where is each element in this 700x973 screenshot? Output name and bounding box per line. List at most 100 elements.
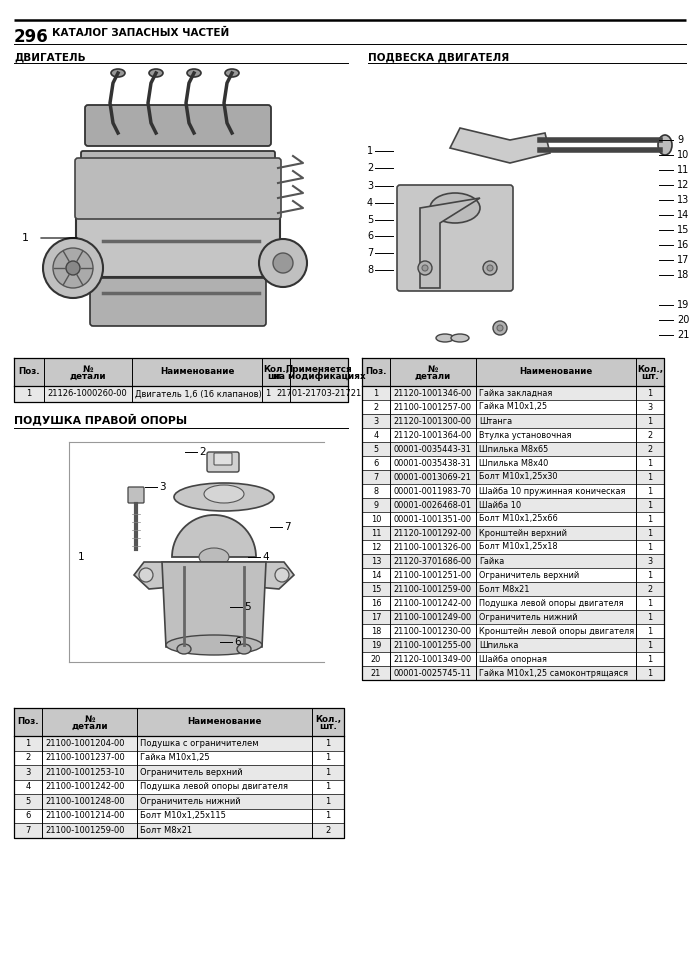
Bar [14, 823, 344, 838]
Text: 1: 1 [326, 811, 330, 820]
Text: 21120-1001349-00: 21120-1001349-00 [393, 655, 471, 664]
Text: 21100-1001214-00: 21100-1001214-00 [45, 811, 125, 820]
Text: 12: 12 [371, 543, 382, 552]
Text: шт.: шт. [641, 372, 659, 380]
Bar [362, 498, 664, 512]
Text: 21: 21 [371, 668, 382, 677]
Text: 1: 1 [648, 388, 652, 398]
Text: Шпилька М8х40: Шпилька М8х40 [479, 458, 548, 467]
Text: Кол.,: Кол., [637, 365, 663, 374]
Text: 00001-0025745-11: 00001-0025745-11 [393, 668, 471, 677]
Text: 2: 2 [199, 447, 206, 457]
Text: 1: 1 [22, 233, 29, 243]
Circle shape [53, 248, 93, 288]
Text: 6: 6 [234, 637, 241, 647]
Text: 5: 5 [244, 602, 251, 612]
Text: 1: 1 [326, 753, 330, 762]
Text: Болт М10х1,25х115: Болт М10х1,25х115 [140, 811, 226, 820]
Text: Двигатель 1,6 (16 клапанов): Двигатель 1,6 (16 клапанов) [135, 389, 262, 399]
Text: 21100-1001237-00: 21100-1001237-00 [45, 753, 125, 762]
Text: 21120-1001346-00: 21120-1001346-00 [393, 388, 471, 398]
Text: 21100-1001251-00: 21100-1001251-00 [393, 570, 471, 580]
Ellipse shape [177, 644, 191, 654]
Text: 7: 7 [373, 473, 379, 482]
Text: Штанга: Штанга [479, 416, 512, 425]
Ellipse shape [658, 135, 672, 155]
Ellipse shape [166, 635, 262, 655]
FancyBboxPatch shape [81, 151, 275, 185]
Text: Применяется: Применяется [286, 365, 352, 374]
Text: 21120-1001364-00: 21120-1001364-00 [393, 430, 471, 440]
Text: ПОДВЕСКА ДВИГАТЕЛЯ: ПОДВЕСКА ДВИГАТЕЛЯ [368, 52, 510, 62]
Text: на модификациях: на модификациях [273, 372, 365, 380]
FancyBboxPatch shape [85, 105, 271, 146]
Text: 2: 2 [367, 163, 373, 173]
Text: 11: 11 [371, 528, 382, 537]
Text: 00001-0035438-31: 00001-0035438-31 [393, 458, 471, 467]
Text: 16: 16 [677, 240, 690, 250]
Polygon shape [134, 562, 294, 597]
Text: 19: 19 [677, 300, 690, 310]
Text: 00001-0035443-31: 00001-0035443-31 [393, 445, 471, 453]
Ellipse shape [225, 69, 239, 77]
Text: 2: 2 [326, 826, 330, 835]
Text: 13: 13 [677, 195, 690, 205]
Ellipse shape [430, 193, 480, 223]
Ellipse shape [436, 334, 454, 342]
Text: 9: 9 [373, 500, 379, 510]
Circle shape [43, 238, 103, 298]
Text: 18: 18 [371, 627, 382, 635]
Text: Поз.: Поз. [18, 368, 40, 377]
Text: 1: 1 [27, 389, 31, 399]
Text: Гайка: Гайка [479, 557, 504, 565]
Text: 10: 10 [371, 515, 382, 523]
Text: Кол.,: Кол., [263, 365, 289, 374]
Text: 8: 8 [367, 265, 373, 275]
Text: 21120-1001300-00: 21120-1001300-00 [393, 416, 471, 425]
Ellipse shape [187, 69, 201, 77]
Polygon shape [450, 128, 550, 163]
Bar [14, 794, 344, 809]
FancyBboxPatch shape [207, 452, 239, 472]
Text: 1: 1 [78, 552, 85, 562]
Polygon shape [162, 562, 266, 647]
Text: 5: 5 [373, 445, 379, 453]
Text: 1: 1 [648, 668, 652, 677]
Text: 19: 19 [371, 640, 382, 650]
Text: 1: 1 [648, 473, 652, 482]
Text: 18: 18 [677, 270, 690, 280]
Text: 21100-1001248-00: 21100-1001248-00 [45, 797, 125, 806]
Text: Ограничитель нижний: Ограничитель нижний [479, 612, 578, 622]
Text: 2: 2 [25, 753, 31, 762]
Bar [362, 596, 664, 610]
Text: 9: 9 [677, 135, 683, 145]
Text: 21120-1001292-00: 21120-1001292-00 [393, 528, 471, 537]
Text: 4: 4 [373, 430, 379, 440]
Text: №: № [83, 365, 93, 374]
Text: Шпилька М8х65: Шпилька М8х65 [479, 445, 548, 453]
Bar [362, 484, 664, 498]
Bar [362, 610, 664, 624]
Text: 17: 17 [677, 255, 690, 265]
Text: 21100-1001326-00: 21100-1001326-00 [393, 543, 471, 552]
Text: 21126-1000260-00: 21126-1000260-00 [47, 389, 127, 399]
Text: Шайба опорная: Шайба опорная [479, 655, 547, 664]
Text: 1: 1 [648, 627, 652, 635]
Text: Гайка М10х1,25 самоконтрящаяся: Гайка М10х1,25 самоконтрящаяся [479, 668, 628, 677]
Text: Наименование: Наименование [519, 368, 593, 377]
Text: 4: 4 [367, 198, 373, 208]
Text: 17: 17 [371, 612, 382, 622]
Text: Болт М10х1,25х30: Болт М10х1,25х30 [479, 473, 557, 482]
Text: Подушка левой опоры двигателя: Подушка левой опоры двигателя [479, 598, 624, 607]
Text: 6: 6 [25, 811, 31, 820]
Text: 14: 14 [371, 570, 382, 580]
Circle shape [118, 153, 128, 163]
Text: 1: 1 [367, 146, 373, 156]
Text: Ограничитель верхний: Ограничитель верхний [479, 570, 580, 580]
Text: Поз.: Поз. [18, 717, 38, 727]
Text: 1: 1 [265, 389, 270, 399]
Bar [14, 765, 344, 779]
Bar [362, 568, 664, 582]
Text: ДВИГАТЕЛЬ: ДВИГАТЕЛЬ [14, 52, 85, 62]
Text: №: № [84, 714, 95, 724]
